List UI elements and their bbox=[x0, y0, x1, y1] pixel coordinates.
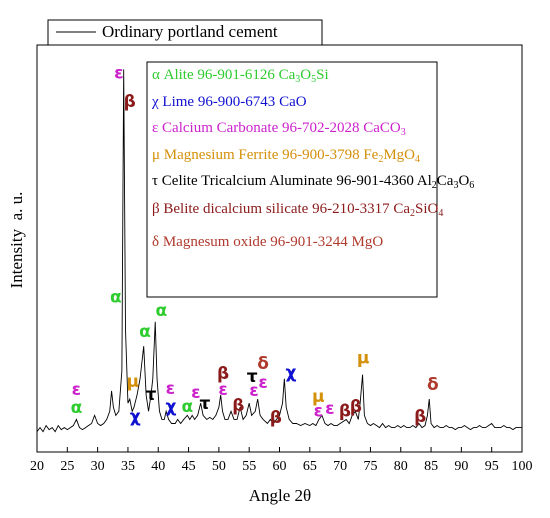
phase-name: δ Magnesum oxide 96-901-3244 MgO bbox=[152, 234, 383, 250]
x-tick-label: 50 bbox=[212, 459, 226, 474]
formula-element: CaO bbox=[279, 94, 307, 110]
peak-label: ε bbox=[72, 380, 81, 400]
formula-subscript: 4 bbox=[438, 208, 443, 219]
formula-subscript: 4 bbox=[415, 154, 420, 165]
x-tick-label: 40 bbox=[151, 459, 165, 474]
peak-label: ε bbox=[166, 379, 175, 399]
peak-label: ε bbox=[114, 63, 123, 83]
formula-element: Fe bbox=[363, 147, 378, 163]
formula-subscript: 2 bbox=[410, 208, 415, 219]
formula-element: MgO bbox=[383, 147, 415, 163]
peak-label: α bbox=[110, 287, 122, 307]
phase-entry: μ Magnesium Ferrite 96-900-3798 Fe2​MgO4… bbox=[152, 147, 420, 165]
peak-label: β bbox=[339, 401, 351, 421]
peak-label: β bbox=[414, 407, 426, 427]
peak-label: χ bbox=[165, 397, 176, 417]
peak-label: ε bbox=[218, 380, 227, 400]
peak-label: μ bbox=[357, 348, 370, 368]
phase-entry: β Belite dicalcium silicate 96-210-3317 … bbox=[152, 201, 443, 219]
diffraction-pattern bbox=[36, 69, 522, 433]
x-axis-label: Angle 2θ bbox=[249, 486, 311, 505]
x-tick-label: 70 bbox=[333, 459, 347, 474]
x-tick-label: 65 bbox=[303, 459, 317, 474]
formula-subscript: 3 bbox=[295, 74, 300, 85]
formula-subscript: 2 bbox=[432, 180, 437, 191]
x-tick-label: 85 bbox=[424, 459, 438, 474]
peak-label: β bbox=[270, 408, 282, 428]
peak-label: α bbox=[155, 301, 167, 321]
peak-label: ε bbox=[191, 383, 200, 403]
peak-label: ε bbox=[249, 381, 258, 401]
peak-label: μ bbox=[312, 387, 325, 407]
peak-label: μ bbox=[127, 372, 140, 392]
formula-element: Al bbox=[417, 173, 432, 189]
phase-entry: χ Lime 96-900-6743 CaO bbox=[151, 94, 307, 110]
x-tick-label: 90 bbox=[454, 459, 468, 474]
peak-label: ε bbox=[314, 401, 323, 421]
formula-element: CaCO bbox=[363, 120, 401, 136]
x-tick-label: 30 bbox=[91, 459, 105, 474]
x-tick-label: 75 bbox=[363, 459, 377, 474]
peak-label: ε bbox=[325, 399, 334, 419]
x-tick-label: 25 bbox=[60, 459, 74, 474]
formula-element: O bbox=[300, 67, 311, 83]
legend-label: Ordinary portland cement bbox=[102, 22, 278, 41]
peak-label: β bbox=[124, 92, 136, 112]
peak-label: β bbox=[350, 397, 362, 417]
phase-name: ε Calcium Carbonate 96-702-2028 bbox=[152, 120, 363, 136]
peak-label: β bbox=[232, 396, 244, 416]
formula-element: O bbox=[458, 173, 469, 189]
phase-name: α Alite 96-901-6126 bbox=[152, 67, 279, 83]
formula-element: Ca bbox=[279, 67, 296, 83]
x-tick-label: 80 bbox=[394, 459, 408, 474]
y-axis-label: Intensity a. u. bbox=[7, 192, 26, 289]
peak-label: τ bbox=[247, 367, 258, 387]
phase-name: χ Lime 96-900-6743 bbox=[151, 94, 279, 110]
formula-subscript: 3 bbox=[401, 127, 406, 138]
x-tick-label: 20 bbox=[30, 459, 44, 474]
peak-label: χ bbox=[286, 363, 297, 383]
x-tick-label: 55 bbox=[242, 459, 256, 474]
peak-label: τ bbox=[200, 394, 211, 414]
phase-entry: δ Magnesum oxide 96-901-3244 MgO bbox=[152, 234, 383, 250]
formula-element: Ca bbox=[393, 201, 410, 217]
peak-label: ε bbox=[258, 373, 267, 393]
x-tick-label: 35 bbox=[121, 459, 135, 474]
x-tick-label: 95 bbox=[485, 459, 499, 474]
phase-legend-box bbox=[146, 61, 438, 298]
peak-label: δ bbox=[427, 375, 439, 395]
formula-element: Si bbox=[316, 67, 329, 83]
phase-entry: α Alite 96-901-6126 Ca3​O5​Si bbox=[152, 67, 329, 85]
formula-subscript: 5 bbox=[311, 74, 316, 85]
peak-label: τ bbox=[146, 385, 157, 405]
formula-element: SiO bbox=[415, 201, 439, 217]
formula-subscript: 2 bbox=[378, 154, 383, 165]
phase-name: μ Magnesium Ferrite 96-900-3798 bbox=[152, 147, 363, 163]
peak-label: β bbox=[217, 364, 229, 384]
formula-subscript: 3 bbox=[453, 180, 458, 191]
peak-label: δ bbox=[257, 354, 269, 374]
x-tick-label: 60 bbox=[273, 459, 287, 474]
x-tick-label: 100 bbox=[512, 459, 533, 474]
phase-name: β Belite dicalcium silicate 96-210-3317 bbox=[152, 201, 393, 217]
formula-element: Ca bbox=[437, 173, 454, 189]
peak-label: χ bbox=[130, 407, 141, 427]
peak-label: α bbox=[139, 322, 151, 342]
formula-subscript: 6 bbox=[469, 180, 474, 191]
peak-label: α bbox=[71, 398, 83, 418]
phase-entry: τ Celite Tricalcium Aluminate 96-901-436… bbox=[152, 173, 474, 191]
phase-entry: ε Calcium Carbonate 96-702-2028 CaCO3​ bbox=[152, 120, 406, 138]
phase-name: τ Celite Tricalcium Aluminate 96-901-436… bbox=[152, 173, 417, 189]
peak-label: α bbox=[182, 397, 194, 417]
x-tick-label: 45 bbox=[182, 459, 196, 474]
